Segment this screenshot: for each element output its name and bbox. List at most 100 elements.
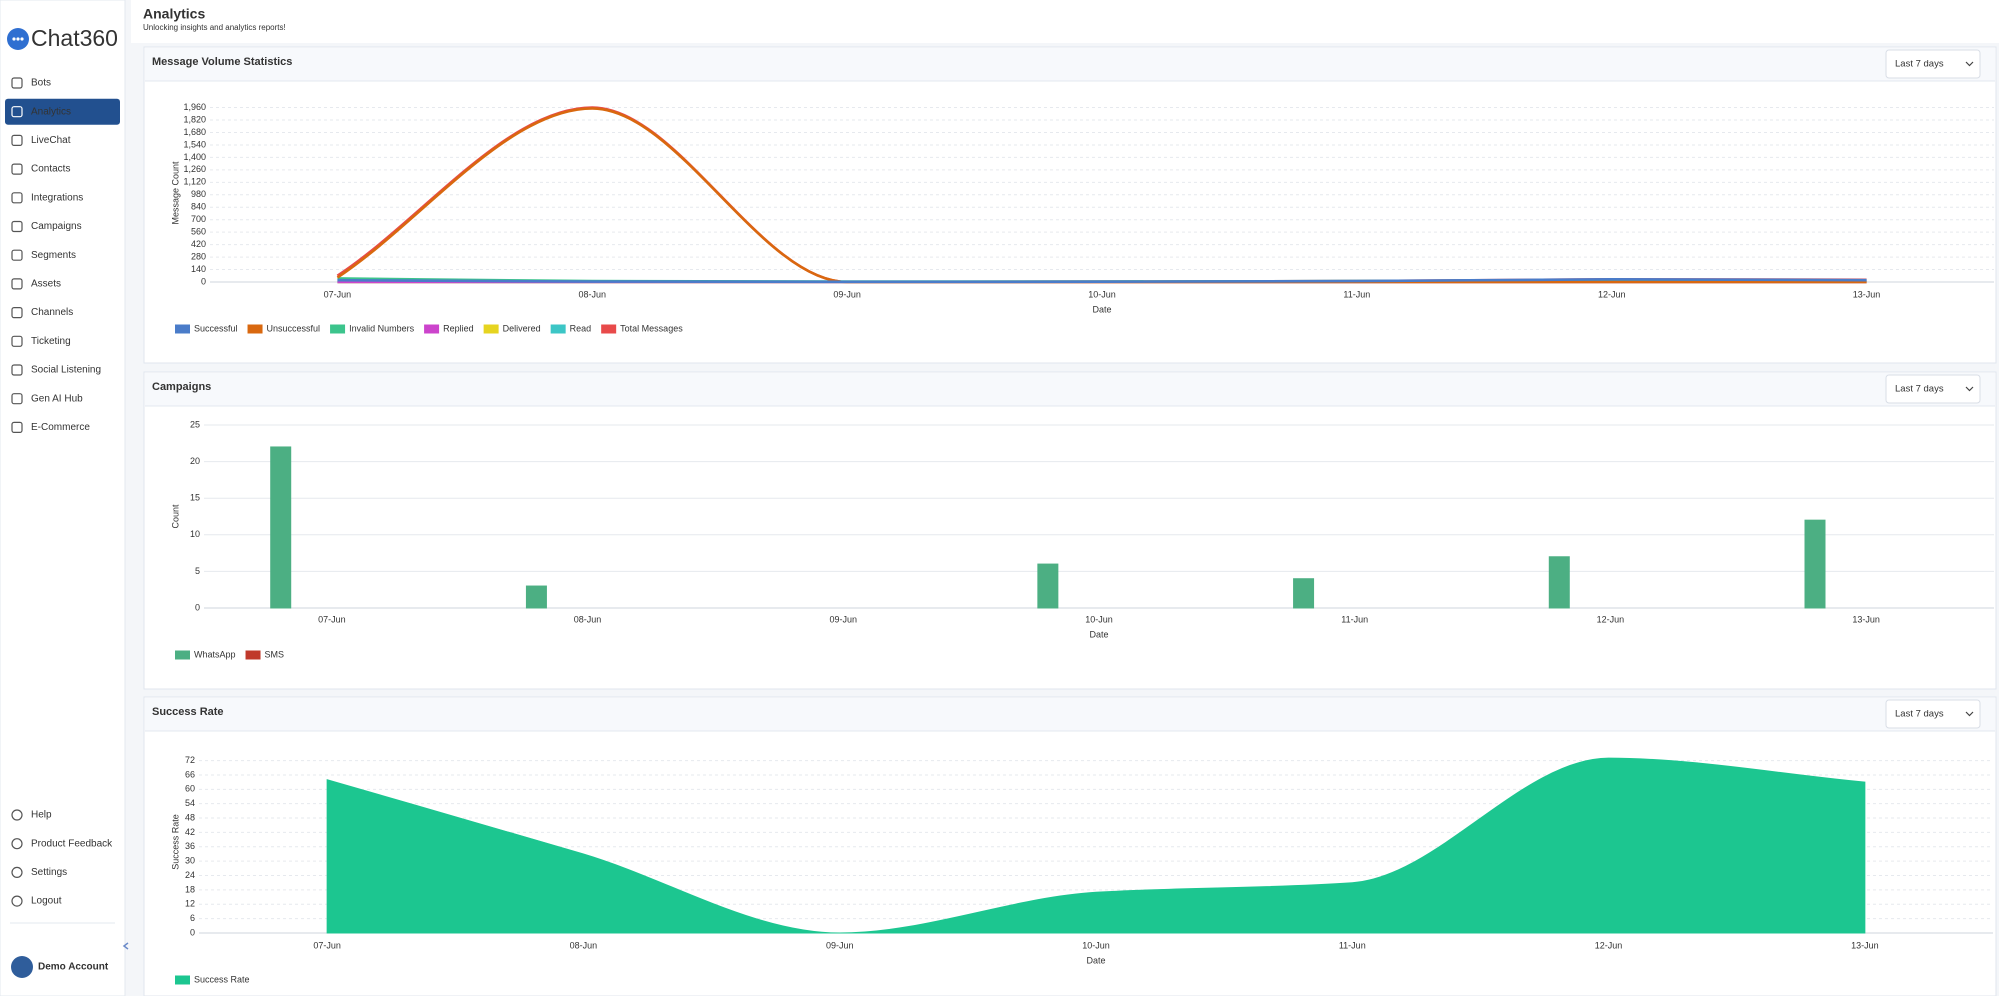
y-tick-label: 36 — [185, 841, 195, 851]
x-axis-title: Date — [1089, 629, 1108, 639]
x-tick-label: 10-Jun — [1082, 940, 1110, 950]
legend-swatch — [483, 324, 499, 334]
y-tick-label: 1,680 — [183, 127, 206, 137]
nav-item[interactable]: Campaigns — [31, 221, 82, 232]
y-tick-label: 1,960 — [183, 102, 206, 112]
nav-item[interactable]: Contacts — [31, 164, 70, 175]
period-label[interactable]: Last 7 days — [1895, 59, 1944, 70]
nav-icon — [11, 163, 23, 175]
y-tick-label: 24 — [185, 870, 195, 880]
chart-panel: Message Volume Statistics Last 7 days 0 140… — [143, 46, 1997, 364]
nav-item[interactable]: Help — [31, 810, 52, 821]
y-tick-label: 15 — [190, 493, 200, 503]
nav-item[interactable]: Assets — [31, 279, 61, 290]
avatar[interactable] — [11, 956, 33, 978]
period-select[interactable] — [1885, 374, 1981, 404]
x-tick-label: 09-Jun — [833, 289, 861, 299]
x-axis-title: Date — [1092, 304, 1111, 314]
nav-item[interactable]: Channels — [31, 307, 73, 318]
nav-item[interactable]: LiveChat — [31, 135, 71, 146]
nav-item[interactable]: Logout — [31, 896, 62, 907]
chart-panel: Campaigns Last 7 days 0 5 10 15 20 25 07-Jun 08-J… — [143, 371, 1997, 690]
y-tick-label: 140 — [191, 264, 206, 274]
nav-item[interactable]: Analytics — [31, 106, 71, 117]
y-tick-label: 1,120 — [183, 177, 206, 187]
chevron — [1965, 711, 1974, 717]
x-axis-title: Date — [1086, 955, 1105, 965]
panel-title: Message Volume Statistics — [152, 56, 292, 68]
bar — [1804, 519, 1826, 609]
legend-label[interactable]: Invalid Numbers — [349, 323, 415, 333]
legend-label[interactable]: WhatsApp — [194, 649, 236, 659]
y-tick-label: 1,820 — [183, 114, 206, 124]
period-label[interactable]: Last 7 days — [1895, 384, 1944, 395]
nav-item[interactable]: Social Listening — [31, 365, 101, 376]
period-label[interactable]: Last 7 days — [1895, 709, 1944, 720]
y-tick-label: 840 — [191, 202, 206, 212]
nav-icon — [11, 77, 23, 89]
nav-icon — [11, 307, 23, 319]
y-axis-title: Success Rate — [170, 814, 180, 870]
chevron — [1965, 386, 1974, 392]
y-tick-label: 420 — [191, 239, 206, 249]
y-axis-title: Count — [170, 504, 180, 529]
nav-item[interactable]: Gen AI Hub — [31, 393, 83, 404]
x-tick-label: 10-Jun — [1085, 614, 1113, 624]
legend-swatch — [247, 324, 263, 334]
legend-swatch — [175, 650, 190, 660]
x-tick-label: 08-Jun — [574, 614, 602, 624]
x-tick-label: 13-Jun — [1853, 289, 1881, 299]
x-tick-label: 09-Jun — [826, 940, 854, 950]
panel-header — [145, 698, 1995, 731]
y-tick-label: 66 — [185, 769, 195, 779]
y-tick-label: 18 — [185, 884, 195, 894]
logo-dot — [12, 37, 16, 41]
period-select[interactable] — [1885, 49, 1981, 79]
nav-item[interactable]: Ticketing — [31, 336, 71, 347]
collapse-toggle[interactable] — [122, 942, 129, 950]
nav-icon — [11, 393, 23, 405]
nav-item[interactable]: E-Commerce — [31, 422, 90, 433]
y-tick-label: 20 — [190, 456, 200, 466]
bar — [525, 585, 547, 609]
legend-label[interactable]: Read — [570, 323, 592, 333]
y-tick-label: 700 — [191, 214, 206, 224]
y-tick-label: 0 — [190, 927, 195, 937]
y-tick-label: 10 — [190, 529, 200, 539]
legend-label[interactable]: Delivered — [503, 323, 541, 333]
legend-swatch — [175, 975, 190, 985]
legend-swatch — [175, 324, 190, 334]
nav-item[interactable]: Bots — [31, 78, 51, 89]
y-tick-label: 48 — [185, 812, 195, 822]
legend-label[interactable]: Successful — [194, 323, 238, 333]
legend-label[interactable]: Success Rate — [194, 974, 250, 984]
nav-item[interactable]: Settings — [31, 867, 67, 878]
nav-item[interactable]: Segments — [31, 250, 76, 261]
y-tick-label: 1,540 — [183, 139, 206, 149]
x-tick-label: 11-Jun — [1341, 614, 1368, 624]
legend-label[interactable]: Unsuccessful — [267, 323, 321, 333]
x-tick-label: 12-Jun — [1597, 614, 1625, 624]
x-tick-label: 07-Jun — [324, 289, 352, 299]
y-tick-label: 1,260 — [183, 164, 206, 174]
y-tick-label: 12 — [185, 899, 195, 909]
x-tick-label: 07-Jun — [313, 940, 341, 950]
legend-label[interactable]: Total Messages — [620, 323, 683, 333]
nav-icon — [11, 866, 23, 879]
legend-label[interactable]: Replied — [443, 323, 474, 333]
account-name[interactable]: Demo Account — [38, 962, 109, 973]
period-select[interactable] — [1885, 699, 1981, 729]
panel — [143, 371, 1997, 690]
nav-item[interactable]: Integrations — [31, 192, 83, 203]
y-axis-title: Message Count — [170, 161, 180, 225]
panel-header — [145, 373, 1995, 406]
legend-label[interactable]: SMS — [265, 649, 285, 659]
x-tick-label: 11-Jun — [1343, 289, 1370, 299]
y-tick-label: 560 — [191, 227, 206, 237]
x-tick-label: 13-Jun — [1852, 614, 1880, 624]
nav-item[interactable]: Product Feedback — [31, 838, 113, 849]
area-series — [326, 757, 1866, 934]
y-tick-label: 6 — [190, 913, 195, 923]
